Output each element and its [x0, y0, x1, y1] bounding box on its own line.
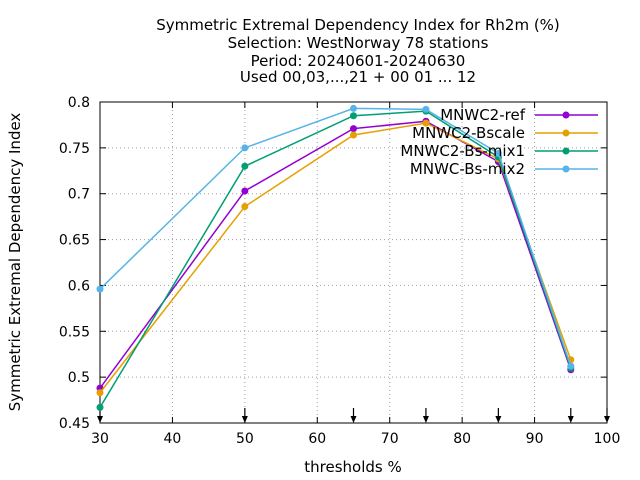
legend-swatch-point — [562, 165, 570, 173]
legend-swatch-point — [562, 147, 570, 155]
y-tick-label: 0.55 — [59, 324, 90, 340]
x-tick-label: 70 — [381, 431, 399, 447]
series-line — [99, 110, 572, 408]
threshold-marker-head — [604, 416, 610, 423]
y-tick-label: 0.45 — [59, 416, 90, 432]
x-tick-label: 90 — [526, 431, 544, 447]
series-MNWC-Bs-mix2 — [96, 104, 575, 370]
data-point — [96, 389, 104, 397]
data-point — [350, 112, 357, 120]
axes: 30 40 50 60 70 80 90 100 0.45 0.5 0.55 0.6 0.65 0.7 0.… — [59, 95, 621, 447]
chart-title-line-2: Selection: WestNorway 78 stations — [228, 34, 489, 52]
legend-label: MNWC-Bs-mix2 — [410, 160, 525, 178]
legend: MNWC2-refMNWC2-BscaleMNWC2-Bs-mix1MNWC-B… — [400, 106, 598, 178]
threshold-markers — [97, 408, 610, 423]
data-point — [350, 131, 357, 139]
data-point — [241, 203, 249, 211]
y-axis-label: Symmetric Extremal Dependency Index — [6, 113, 24, 412]
series-line — [99, 120, 572, 389]
x-tick-label: 100 — [594, 431, 621, 447]
x-tick-label: 40 — [164, 431, 182, 447]
x-tick-label: 30 — [91, 431, 109, 447]
y-tick-label: 0.5 — [68, 370, 90, 386]
data-point — [422, 119, 430, 127]
data-point — [567, 362, 575, 370]
grid-lines — [100, 102, 607, 423]
plot-border — [99, 101, 608, 424]
threshold-marker-head — [495, 416, 502, 423]
legend-label: MNWC2-Bscale — [412, 124, 525, 142]
legend-swatch-point — [562, 129, 570, 137]
x-axis-label: thresholds % — [304, 458, 401, 476]
y-tick-label: 0.65 — [59, 233, 90, 249]
y-tick-label: 0.8 — [68, 95, 90, 111]
data-point — [96, 285, 104, 293]
chart-title-line-1: Symmetric Extremal Dependency Index for … — [156, 16, 560, 34]
series-group — [96, 104, 575, 411]
data-point — [241, 162, 249, 170]
y-tick-label: 0.6 — [68, 278, 90, 294]
data-point — [241, 144, 249, 152]
threshold-marker-head — [97, 416, 103, 423]
data-point — [350, 104, 357, 112]
chart-title-line-3: Period: 20240601-20240630 — [251, 52, 466, 70]
legend-label: MNWC2-Bs-mix1 — [400, 142, 525, 160]
data-point — [96, 403, 104, 411]
threshold-marker-head — [241, 416, 248, 423]
x-tick-label: 50 — [236, 431, 254, 447]
legend-swatch-point — [562, 111, 570, 119]
y-tick-label: 0.7 — [68, 187, 90, 203]
data-point — [494, 149, 502, 157]
series-line — [99, 107, 572, 367]
threshold-marker-head — [567, 416, 574, 423]
x-tick-label: 80 — [453, 431, 471, 447]
data-point — [241, 187, 249, 195]
data-point — [422, 105, 430, 113]
threshold-marker-head — [350, 416, 357, 423]
chart-title-line-4: Used 00,03,...,21 + 00 01 ... 12 — [240, 68, 476, 86]
threshold-marker-head — [422, 416, 429, 423]
legend-label: MNWC2-ref — [440, 106, 525, 124]
y-tick-label: 0.75 — [59, 141, 90, 157]
x-tick-label: 60 — [308, 431, 326, 447]
data-point — [350, 125, 357, 133]
chart-title: Symmetric Extremal Dependency Index for … — [156, 16, 560, 86]
